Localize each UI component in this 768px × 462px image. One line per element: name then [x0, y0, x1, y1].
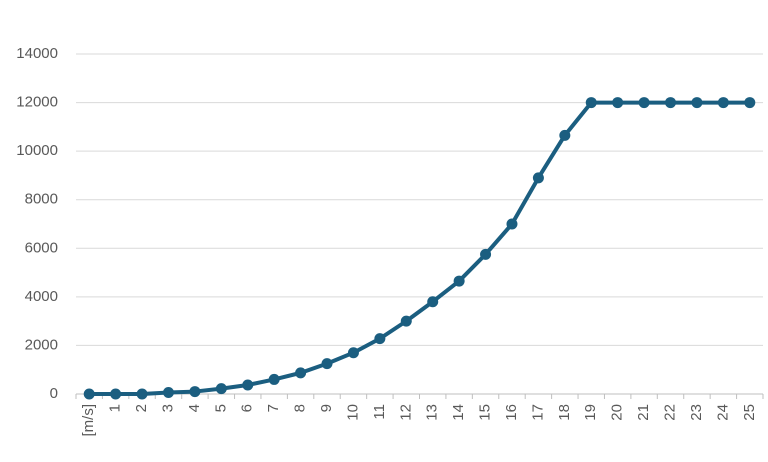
marker: [665, 97, 677, 109]
marker: [559, 129, 571, 141]
x-tick-label: 11: [371, 404, 388, 420]
marker: [532, 172, 544, 184]
marker: [268, 373, 280, 385]
x-tick-label: 9: [318, 404, 335, 412]
marker: [717, 97, 729, 109]
x-tick-label: 8: [292, 404, 309, 412]
marker: [162, 387, 174, 399]
x-tick-label: 5: [212, 404, 229, 412]
marker: [374, 333, 386, 345]
marker: [242, 379, 254, 391]
x-tick-label: 1: [107, 404, 124, 412]
marker: [691, 97, 703, 109]
y-tick-label: 12000: [16, 94, 58, 111]
x-tick-label: [m/s]: [80, 404, 97, 437]
x-tick-label: 10: [344, 404, 361, 421]
x-tick-label: 14: [450, 404, 467, 421]
x-tick-label: 22: [661, 404, 678, 421]
marker: [585, 97, 597, 109]
marker: [506, 218, 518, 230]
x-tick-label: 12: [397, 404, 414, 421]
x-tick-label: 4: [186, 404, 203, 412]
x-tick-label: 16: [503, 404, 520, 421]
marker: [480, 248, 492, 260]
y-tick-label: 8000: [25, 191, 58, 208]
marker: [136, 388, 148, 400]
x-tick-label: 7: [265, 404, 282, 412]
x-tick-label: 13: [424, 404, 441, 421]
x-tick-label: 15: [477, 404, 494, 421]
x-tick-label: 24: [714, 404, 731, 421]
x-tick-label: 18: [556, 404, 573, 421]
marker: [189, 386, 201, 398]
marker: [744, 97, 756, 109]
x-tick-label: 21: [635, 404, 652, 421]
x-tick-label: 2: [133, 404, 150, 412]
marker: [110, 388, 122, 400]
y-tick-label: 14000: [16, 45, 58, 62]
x-tick-label: 3: [159, 404, 176, 412]
marker: [638, 97, 650, 109]
marker: [295, 367, 307, 379]
marker: [321, 358, 333, 370]
y-tick-label: 4000: [25, 288, 58, 305]
x-tick-label: 6: [239, 404, 256, 412]
y-tick-label: 2000: [25, 336, 58, 353]
y-tick-label: 6000: [25, 239, 58, 256]
x-tick-label: 23: [688, 404, 705, 421]
x-tick-label: 20: [609, 404, 626, 421]
x-tick-label: 25: [741, 404, 758, 421]
marker: [612, 97, 624, 109]
marker: [427, 296, 439, 308]
marker: [400, 315, 412, 327]
x-tick-label: 17: [529, 404, 546, 421]
y-tick-label: 10000: [16, 142, 58, 159]
marker: [83, 388, 95, 400]
marker: [215, 383, 227, 395]
marker: [347, 347, 359, 359]
y-tick-label: 0: [50, 385, 58, 402]
x-tick-label: 19: [582, 404, 599, 421]
marker: [453, 275, 465, 287]
